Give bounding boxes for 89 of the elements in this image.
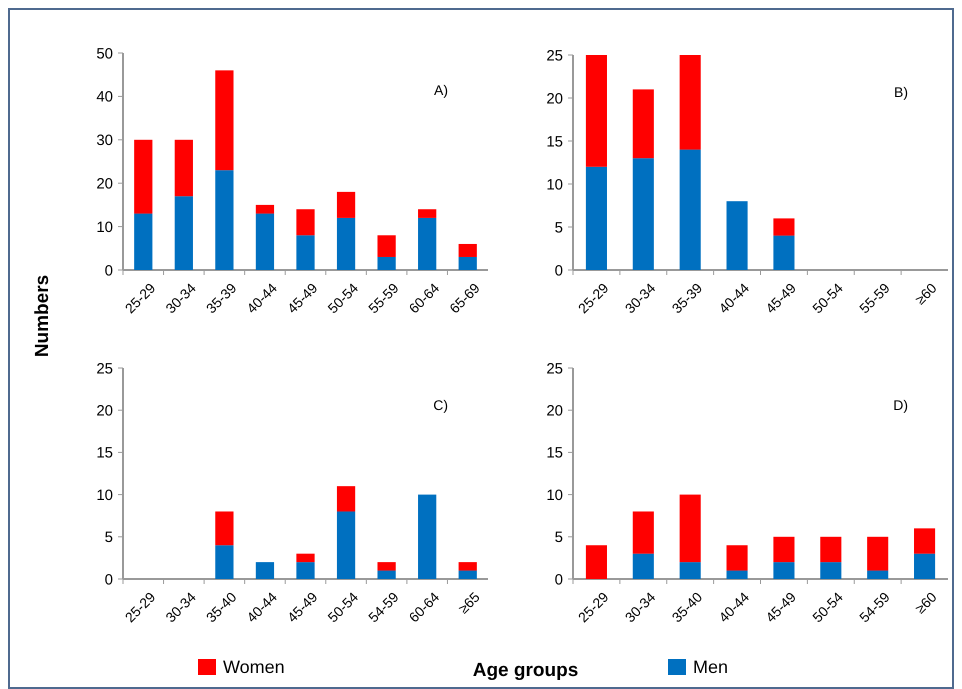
bar — [336, 511, 356, 579]
annotation: C) — [433, 397, 448, 413]
bar — [867, 570, 888, 579]
y-tick-label: 20 — [546, 402, 563, 420]
bar — [586, 166, 607, 270]
bar — [296, 562, 315, 579]
bar — [867, 536, 888, 571]
legend-label: Women — [223, 657, 285, 677]
bar — [336, 218, 356, 270]
y-tick-label: 0 — [554, 571, 563, 588]
bar — [632, 511, 654, 554]
bar — [174, 196, 193, 270]
x-axis-title: Age groups — [472, 660, 578, 681]
bar — [377, 562, 396, 571]
bar — [215, 511, 234, 546]
annotation: A) — [434, 82, 448, 98]
bar — [336, 486, 356, 512]
y-axis-title: Numbers — [32, 274, 53, 358]
y-tick-label: 20 — [96, 402, 113, 420]
y-tick-label: 15 — [546, 133, 563, 150]
bar — [632, 89, 654, 158]
y-tick-label: 5 — [104, 529, 113, 546]
bar — [418, 209, 436, 218]
y-tick-label: 25 — [96, 360, 113, 378]
bar — [215, 70, 234, 170]
x-tick-label: ≥65 — [455, 588, 483, 616]
bar — [458, 244, 477, 257]
bar — [215, 170, 234, 270]
bar — [458, 256, 477, 270]
bar — [680, 562, 701, 579]
bar — [377, 570, 396, 579]
bar — [820, 562, 842, 579]
bar — [215, 545, 234, 579]
bar — [377, 235, 396, 257]
x-tick-label: ≥60 — [912, 588, 940, 616]
bar — [458, 562, 477, 571]
y-tick-label: 0 — [104, 262, 113, 280]
bar — [726, 201, 748, 270]
bar — [632, 158, 654, 270]
bar — [458, 570, 477, 579]
y-tick-label: 15 — [96, 444, 113, 462]
y-tick-label: 10 — [96, 486, 113, 504]
y-tick-label: 15 — [546, 444, 563, 462]
bar — [914, 528, 936, 554]
bar — [680, 494, 701, 562]
y-tick-label: 20 — [546, 90, 563, 108]
bar — [296, 235, 315, 270]
bar — [256, 214, 274, 270]
bar — [418, 218, 436, 270]
bar — [726, 545, 748, 571]
annotation: D) — [893, 397, 908, 413]
annotation: B) — [894, 84, 908, 100]
bar — [680, 55, 701, 150]
bar — [773, 236, 794, 270]
bar — [174, 140, 193, 196]
bar — [296, 554, 315, 562]
bar — [726, 570, 748, 579]
bar — [632, 554, 654, 579]
bar — [296, 209, 315, 236]
bar — [134, 214, 152, 270]
bar — [914, 554, 936, 579]
y-tick-label: 25 — [546, 360, 563, 378]
y-tick-label: 0 — [104, 571, 113, 588]
y-tick-label: 10 — [546, 486, 563, 504]
bar — [418, 494, 436, 579]
y-tick-label: 25 — [546, 47, 563, 64]
bar — [134, 140, 152, 214]
bar — [586, 545, 607, 579]
bar — [336, 192, 356, 218]
y-tick-label: 5 — [554, 219, 563, 236]
bar — [377, 256, 396, 270]
y-tick-label: 40 — [96, 88, 113, 106]
y-tick-label: 0 — [554, 262, 563, 280]
x-tick-label: ≥60 — [912, 280, 940, 308]
bar — [680, 150, 701, 270]
y-tick-label: 5 — [554, 529, 563, 546]
y-tick-label: 20 — [96, 175, 113, 192]
bar — [586, 55, 607, 167]
bar — [256, 562, 274, 579]
bar — [773, 562, 794, 579]
y-tick-label: 30 — [96, 132, 113, 150]
bar — [773, 536, 794, 562]
bar — [773, 218, 794, 236]
y-tick-label: 10 — [546, 176, 563, 194]
y-tick-label: 50 — [96, 45, 113, 62]
legend-label: Men — [693, 657, 728, 677]
y-tick-label: 10 — [96, 218, 113, 236]
bar — [256, 204, 274, 214]
bar — [820, 536, 842, 562]
